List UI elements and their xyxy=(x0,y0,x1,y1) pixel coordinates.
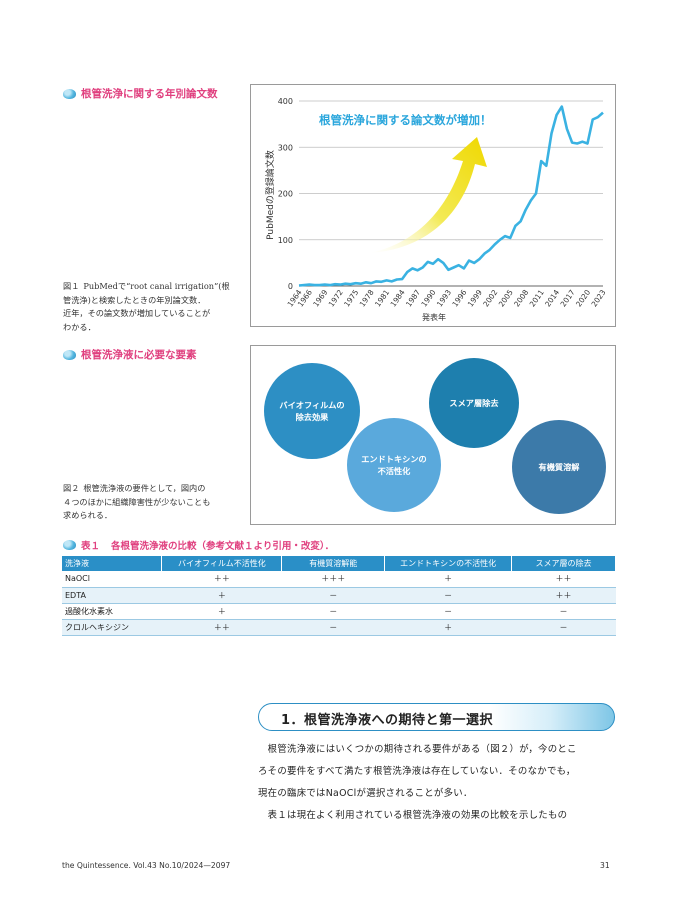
figure1-caption: 図１ PubMedで“root canal irrigation”(根 管洗浄)と… xyxy=(63,280,243,334)
table-cell: － xyxy=(384,587,512,604)
x-tick-label: 1978 xyxy=(358,288,376,309)
y-tick-label: 300 xyxy=(278,143,293,152)
table-cell: NaOCl xyxy=(62,571,162,588)
figure2-caption: 図２ 根管洗浄液の要件として，図内の ４つのほかに組織障害性が少ないことも 求めら… xyxy=(63,482,248,523)
droplet-icon xyxy=(63,349,76,360)
table-cell: ＋ xyxy=(161,587,282,604)
table-cell: ＋＋ xyxy=(511,587,616,604)
x-tick-label: 1984 xyxy=(389,288,407,309)
figure1-caption-line: 近年，その論文数が増加していることが xyxy=(63,308,211,318)
x-tick-label: 1981 xyxy=(373,288,391,309)
table-cell: ＋＋＋ xyxy=(281,571,385,588)
body-line: 現在の臨床ではNaOClが選択されることが多い． xyxy=(258,788,473,799)
table-header-cell: エンドトキシンの不活性化 xyxy=(384,556,513,571)
table-row: クロルヘキシジン ＋＋ － ＋ － xyxy=(62,619,616,636)
x-tick-label: 2002 xyxy=(481,288,499,309)
increase-arrow xyxy=(369,137,487,253)
x-tick-label: 1990 xyxy=(419,288,437,309)
x-tick-label: 2020 xyxy=(574,288,592,309)
table1-title: 表１ 各根管洗浄液の比較（参考文献１より引用・改変）． xyxy=(63,538,334,552)
chapter-heading: 1．根管洗浄液への期待と第一選択 xyxy=(258,703,615,731)
body-line: 表１は現在よく利用されている根管洗浄液の効果の比較を示したもの xyxy=(258,810,568,821)
x-tick-label: 1987 xyxy=(404,288,422,309)
x-tick-label: 2008 xyxy=(512,288,530,309)
chapter-heading-text: 1．根管洗浄液への期待と第一選択 xyxy=(281,713,494,728)
table-row: NaOCl ＋＋ ＋＋＋ ＋ ＋＋ xyxy=(62,571,616,588)
section-heading-requirements: 根管洗浄液に必要な要素 xyxy=(63,347,197,362)
x-tick-label: 1972 xyxy=(327,288,345,309)
x-tick-label: 1969 xyxy=(311,288,329,309)
table-header-cell: 有機質溶解能 xyxy=(281,556,386,571)
x-axis-label: 発表年 xyxy=(422,312,446,322)
section-heading-text: 根管洗浄に関する年別論文数 xyxy=(81,88,218,100)
table-header-row: 洗浄液 バイオフィルム不活性化 有機質溶解能 エンドトキシンの不活性化 スメア層… xyxy=(62,556,616,571)
x-tick-label: 2005 xyxy=(497,288,515,309)
line-chart: 根管洗浄に関する論文数が増加！ 010020030040019641966196… xyxy=(264,97,608,322)
circle-endotoxin-inactivation: エンドトキシンの 不活性化 xyxy=(347,418,441,512)
x-tick-label: 1996 xyxy=(450,288,468,309)
table-cell: ＋＋ xyxy=(511,571,616,588)
figure2-caption-line: ４つのほかに組織障害性が少ないことも xyxy=(63,496,211,507)
figure2-caption-line: 根管洗浄液の要件として，図内の xyxy=(83,483,206,493)
footer-page-number: 31 xyxy=(600,861,610,870)
figure2-diagram: バイオフィルムの 除去効果 スメア層除去 エンドトキシンの 不活性化 有機質溶解 xyxy=(250,345,616,525)
x-tick-label: 1993 xyxy=(435,288,453,309)
figure2-caption-line: 求められる． xyxy=(63,510,113,520)
droplet-icon xyxy=(63,88,76,99)
figure2-label: 図２ xyxy=(63,483,80,493)
table-row: EDTA ＋ － － ＋＋ xyxy=(62,587,616,604)
table1-title-text: 各根管洗浄液の比較（参考文献１より引用・改変）． xyxy=(111,541,335,552)
x-tick-label: 1999 xyxy=(466,288,484,309)
table-cell: － xyxy=(384,603,512,620)
table-header-cell: 洗浄液 xyxy=(62,556,163,571)
section-heading-text: 根管洗浄液に必要な要素 xyxy=(81,349,197,361)
table-cell: － xyxy=(281,603,385,620)
figure1-caption-line: わかる． xyxy=(63,321,96,332)
x-tick-label: 1975 xyxy=(342,288,360,309)
y-tick-label: 200 xyxy=(278,190,293,199)
chart-annotation: 根管洗浄に関する論文数が増加！ xyxy=(319,113,492,127)
footer-journal: the Quintessence. Vol.43 No.10/2024—2097 xyxy=(62,861,231,870)
table-header-cell: スメア層の除去 xyxy=(511,556,616,571)
table-cell: － xyxy=(511,619,616,636)
figure1-caption-line: PubMedで“root canal irrigation”(根 xyxy=(83,281,230,291)
circle-smear-layer-removal: スメア層除去 xyxy=(429,358,519,448)
section-heading-paper-count: 根管洗浄に関する年別論文数 xyxy=(63,86,218,101)
body-line: 根管洗浄液にはいくつかの期待される要件がある（図２）が，今のとこ xyxy=(258,744,577,755)
x-tick-label: 2017 xyxy=(559,288,577,309)
table-cell: ＋ xyxy=(384,619,512,636)
table-cell: ＋＋ xyxy=(161,619,282,636)
table-cell: EDTA xyxy=(62,587,162,604)
body-line: ろその要件をすべて満たす根管洗浄液は存在していない．そのなかでも， xyxy=(258,766,576,777)
comparison-table: 洗浄液 バイオフィルム不活性化 有機質溶解能 エンドトキシンの不活性化 スメア層… xyxy=(62,556,616,636)
y-tick-label: 100 xyxy=(278,236,293,245)
x-tick-label: 2014 xyxy=(543,288,561,309)
y-tick-label: 0 xyxy=(288,282,293,291)
table-cell: ＋＋ xyxy=(161,571,282,588)
circle-organic-dissolution: 有機質溶解 xyxy=(512,420,606,514)
table-cell: ＋ xyxy=(384,571,512,588)
figure1-label: 図１ xyxy=(63,281,80,291)
series-line xyxy=(298,105,604,287)
x-tick-label: 2011 xyxy=(528,288,546,309)
figure1-caption-line: 管洗浄)と検索したときの年別論文数． xyxy=(63,294,206,305)
y-axis-label: PubMedの登録論文数 xyxy=(264,150,276,240)
table-cell: － xyxy=(281,619,385,636)
x-tick-label: 2023 xyxy=(589,288,607,309)
table1-label: 表１ xyxy=(81,541,101,552)
circle-biofilm-removal: バイオフィルムの 除去効果 xyxy=(264,363,360,459)
table-row: 過酸化水素水 ＋ － － － xyxy=(62,603,616,620)
table-cell: クロルヘキシジン xyxy=(62,619,162,636)
y-tick-label: 400 xyxy=(278,97,293,106)
figure1-chart: 根管洗浄に関する論文数が増加！ 0 100 200 300 400 1964 1966 196… xyxy=(250,84,616,327)
droplet-icon xyxy=(63,540,76,550)
table-cell: － xyxy=(511,603,616,620)
table-header-cell: バイオフィルム不活性化 xyxy=(161,556,283,571)
table-cell: 過酸化水素水 xyxy=(62,603,162,620)
table-cell: ＋ xyxy=(161,603,282,620)
table-cell: － xyxy=(281,587,385,604)
